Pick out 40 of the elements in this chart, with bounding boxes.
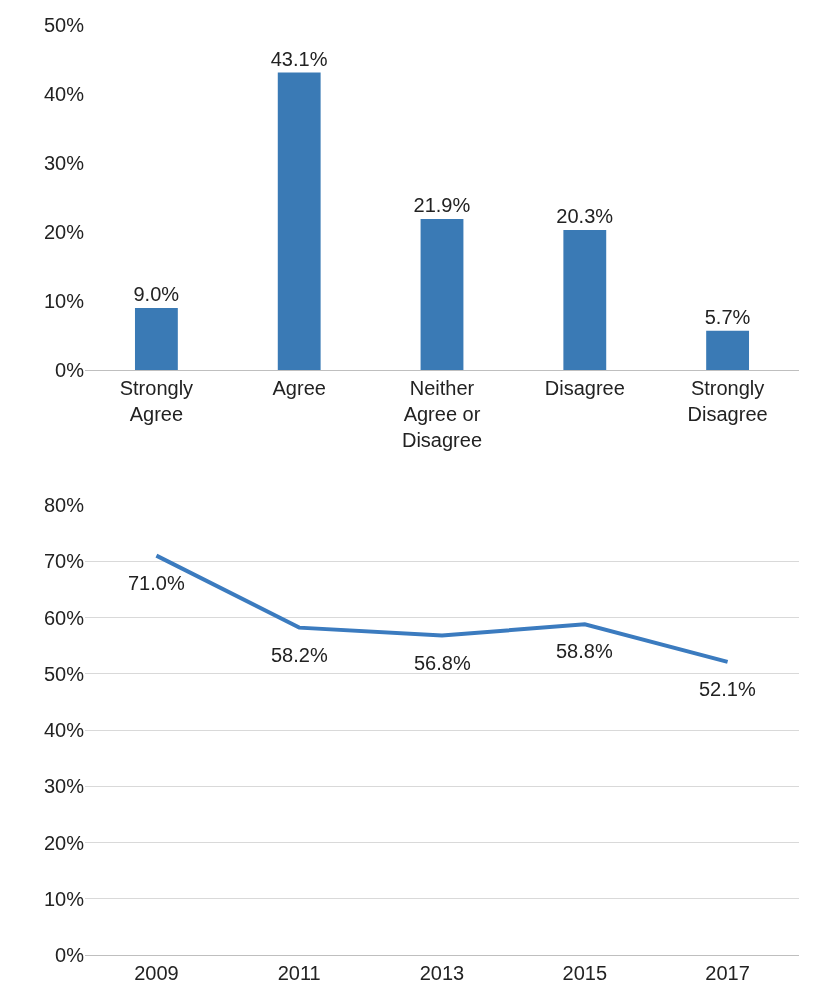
bar — [277, 72, 321, 370]
data-label: 43.1% — [270, 47, 328, 70]
y-tick-label: 20% — [43, 831, 85, 854]
x-tick-label: 2009 — [134, 962, 179, 984]
y-tick-label: 30% — [43, 775, 85, 798]
y-tick-label: 30% — [43, 152, 85, 174]
data-label: 9.0% — [133, 282, 180, 305]
y-tick-label: 40% — [43, 83, 85, 105]
data-label: 58.8% — [556, 640, 613, 662]
x-tick-label: 2017 — [705, 962, 750, 984]
y-tick-label: 70% — [43, 550, 85, 573]
data-label: 52.1% — [699, 678, 756, 700]
data-label: 20.3% — [556, 204, 614, 227]
x-tick-label: Strongly Disagree — [687, 377, 768, 425]
data-label: 58.2% — [271, 644, 328, 666]
y-tick-label: 50% — [43, 662, 85, 685]
x-tick-label: Agree — [272, 377, 326, 399]
bar — [706, 330, 750, 370]
data-label: 56.8% — [414, 652, 471, 674]
bar — [563, 229, 607, 370]
y-tick-label: 10% — [43, 887, 85, 910]
y-tick-label: 10% — [43, 290, 85, 312]
y-tick-label: 60% — [43, 606, 85, 629]
x-tick-label: Strongly Agree — [119, 377, 194, 425]
y-tick-label: 0% — [55, 944, 85, 966]
data-label: 21.9% — [413, 193, 471, 216]
y-tick-label: 20% — [43, 221, 85, 243]
y-tick-label: 50% — [43, 14, 85, 36]
x-tick-label: 2015 — [562, 962, 608, 984]
x-tick-label: Neither Agree or Disagree — [401, 377, 483, 451]
data-label: 71.0% — [128, 572, 185, 594]
bar — [420, 218, 464, 370]
y-tick-label: 0% — [55, 359, 85, 381]
x-tick-label: 2011 — [277, 962, 321, 984]
data-label: 5.7% — [704, 305, 751, 328]
x-tick-label: 2013 — [419, 962, 465, 984]
bar — [134, 307, 178, 370]
y-tick-label: 40% — [43, 719, 85, 741]
x-tick-label: Disagree — [544, 377, 625, 399]
y-tick-label: 80% — [43, 494, 85, 516]
